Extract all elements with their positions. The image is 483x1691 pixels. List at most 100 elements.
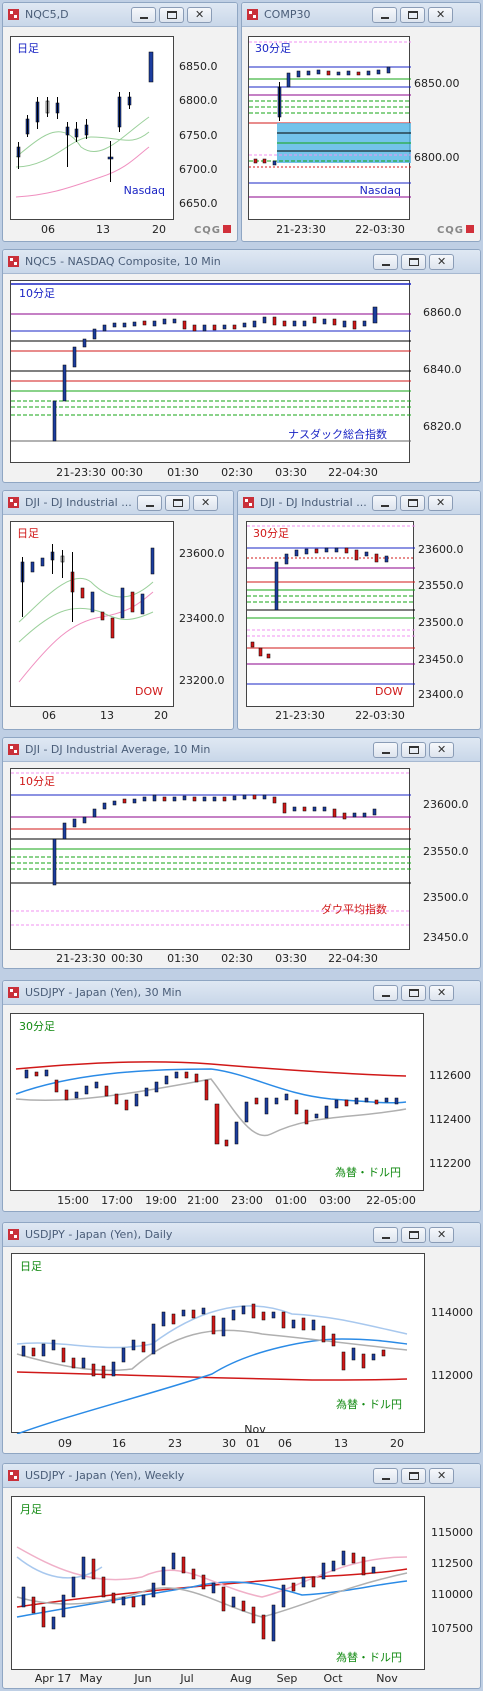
close-button[interactable]: ✕: [428, 495, 453, 511]
instrument-label: ダウ平均指数: [321, 903, 387, 916]
close-button[interactable]: ✕: [429, 742, 454, 758]
app-icon: [8, 987, 19, 998]
maximize-button[interactable]: [401, 1227, 426, 1243]
minimize-icon: [382, 1237, 390, 1239]
instrument-label: DOW: [374, 685, 403, 698]
chart-window-dji-10min[interactable]: DJI - DJ Industrial Average, 10 Min ✕: [2, 737, 481, 969]
x-tick-label: 03:30: [275, 952, 307, 965]
minimize-button[interactable]: [137, 495, 162, 511]
x-tick-label: 03:00: [319, 1194, 351, 1207]
x-tick-label: 20: [390, 1437, 404, 1450]
title-bar[interactable]: COMP30 ✕: [242, 3, 480, 27]
app-icon: [243, 497, 254, 508]
minimize-icon: [382, 264, 390, 266]
title-bar[interactable]: DJI - DJ Industrial ... ✕: [3, 491, 233, 515]
chart-plot[interactable]: 10分足 ナスダック総合指数: [10, 280, 411, 463]
title-bar[interactable]: DJI - DJ Industrial ... ✕: [238, 491, 480, 515]
maximize-button[interactable]: [400, 7, 425, 23]
close-button[interactable]: ✕: [429, 985, 454, 1001]
chart-window-comp30[interactable]: COMP30 ✕ 30分足 Nasdaq 6850.00 6800.00: [241, 2, 481, 242]
y-tick-label: 23450.0: [418, 653, 464, 666]
month-label: Nov: [244, 1423, 266, 1436]
x-tick-label: Jun: [134, 1672, 152, 1685]
maximize-button[interactable]: [165, 495, 190, 511]
chart-window-usdjpy-daily[interactable]: USDJPY - Japan (Yen), Daily ✕: [2, 1222, 481, 1454]
x-tick-label: 15:00: [57, 1194, 89, 1207]
maximize-icon: [409, 746, 419, 754]
y-tick-label: 110000: [431, 1588, 473, 1601]
chart-plot[interactable]: 日足 Nasdaq: [10, 36, 174, 220]
title-bar[interactable]: USDJPY - Japan (Yen), Daily ✕: [3, 1223, 480, 1247]
period-label: 10分足: [19, 775, 55, 788]
chart-plot[interactable]: 日足 為替・ドル円: [11, 1253, 425, 1434]
minimize-icon: [146, 505, 154, 507]
x-tick-label: 22-04:30: [328, 466, 378, 479]
y-tick-label: 6700.0: [179, 163, 218, 176]
chart-window-usdjpy-30min[interactable]: USDJPY - Japan (Yen), 30 Min ✕: [2, 980, 481, 1212]
title-bar[interactable]: NQC5 - NASDAQ Composite, 10 Min ✕: [3, 250, 480, 274]
minimize-button[interactable]: [373, 985, 398, 1001]
y-tick-label: 6800.0: [179, 94, 218, 107]
title-bar[interactable]: USDJPY - Japan (Yen), 30 Min ✕: [3, 981, 480, 1005]
chart-window-nqc5-daily[interactable]: NQC5,D ✕ 日足 Nasdaq 6850.0 6800.0 6750.0 …: [2, 2, 238, 242]
chart-plot[interactable]: 10分足 ダウ平均指数: [10, 768, 411, 950]
minimize-button[interactable]: [373, 254, 398, 270]
app-icon: [247, 9, 258, 20]
y-tick-label: 6650.0: [179, 197, 218, 210]
chart-plot[interactable]: 30分足 為替・ドル円: [10, 1013, 424, 1191]
maximize-button[interactable]: [401, 742, 426, 758]
minimize-button[interactable]: [131, 7, 156, 23]
maximize-icon: [173, 499, 183, 507]
period-label: 10分足: [19, 287, 55, 300]
maximize-button[interactable]: [401, 254, 426, 270]
close-button[interactable]: ✕: [429, 1227, 454, 1243]
minimize-button[interactable]: [373, 742, 398, 758]
minimize-button[interactable]: [372, 495, 397, 511]
instrument-label: 為替・ドル円: [336, 1398, 402, 1411]
chart-window-dji-30min[interactable]: DJI - DJ Industrial ... ✕ 30分足 DOW 23600…: [237, 490, 481, 730]
x-tick-label: 17:00: [101, 1194, 133, 1207]
maximize-button[interactable]: [401, 985, 426, 1001]
close-icon: ✕: [437, 1228, 447, 1241]
maximize-icon: [409, 258, 419, 266]
title-bar[interactable]: USDJPY - Japan (Yen), Weekly ✕: [3, 1464, 480, 1488]
y-tick-label: 112500: [431, 1557, 473, 1570]
chart-window-usdjpy-weekly[interactable]: USDJPY - Japan (Yen), Weekly ✕: [2, 1463, 481, 1689]
close-button[interactable]: ✕: [429, 1468, 454, 1484]
x-tick-label: 22-04:30: [328, 952, 378, 965]
maximize-button[interactable]: [159, 7, 184, 23]
price-chart: [249, 41, 411, 198]
minimize-button[interactable]: [373, 1227, 398, 1243]
chart-plot[interactable]: 30分足 Nasdaq: [248, 36, 411, 220]
maximize-button[interactable]: [401, 1468, 426, 1484]
chart-plot[interactable]: 月足 為替・ドル円: [11, 1496, 425, 1670]
y-tick-label: 115000: [431, 1526, 473, 1539]
price-chart: [11, 772, 411, 926]
x-tick-label: Aug: [230, 1672, 252, 1685]
close-icon: ✕: [195, 8, 205, 21]
close-button[interactable]: ✕: [429, 254, 454, 270]
chart-plot[interactable]: 30分足 DOW: [246, 521, 415, 707]
window-title: NQC5,D: [25, 8, 69, 21]
minimize-icon: [382, 1478, 390, 1480]
x-tick-label: 06: [41, 223, 55, 236]
y-tick-label: 114000: [431, 1306, 473, 1319]
close-button[interactable]: ✕: [428, 7, 453, 23]
close-button[interactable]: ✕: [193, 495, 218, 511]
close-icon: ✕: [437, 1469, 447, 1482]
x-tick-label: Sep: [276, 1672, 298, 1685]
x-tick-label: 01: [246, 1437, 260, 1450]
chart-window-nqc5-10min[interactable]: NQC5 - NASDAQ Composite, 10 Min ✕: [2, 249, 481, 483]
minimize-button[interactable]: [372, 7, 397, 23]
minimize-button[interactable]: [373, 1468, 398, 1484]
maximize-button[interactable]: [400, 495, 425, 511]
title-bar[interactable]: NQC5,D ✕: [3, 3, 237, 27]
chart-plot[interactable]: 日足 DOW: [10, 521, 174, 707]
instrument-label: Nasdaq: [359, 184, 401, 197]
close-button[interactable]: ✕: [187, 7, 212, 23]
minimize-icon: [382, 752, 390, 754]
title-bar[interactable]: DJI - DJ Industrial Average, 10 Min ✕: [3, 738, 480, 762]
period-label: 30分足: [253, 527, 289, 540]
y-tick-label: 23400.0: [418, 688, 464, 701]
chart-window-dji-daily[interactable]: DJI - DJ Industrial ... ✕ 日足 DOW 23600.0…: [2, 490, 234, 730]
